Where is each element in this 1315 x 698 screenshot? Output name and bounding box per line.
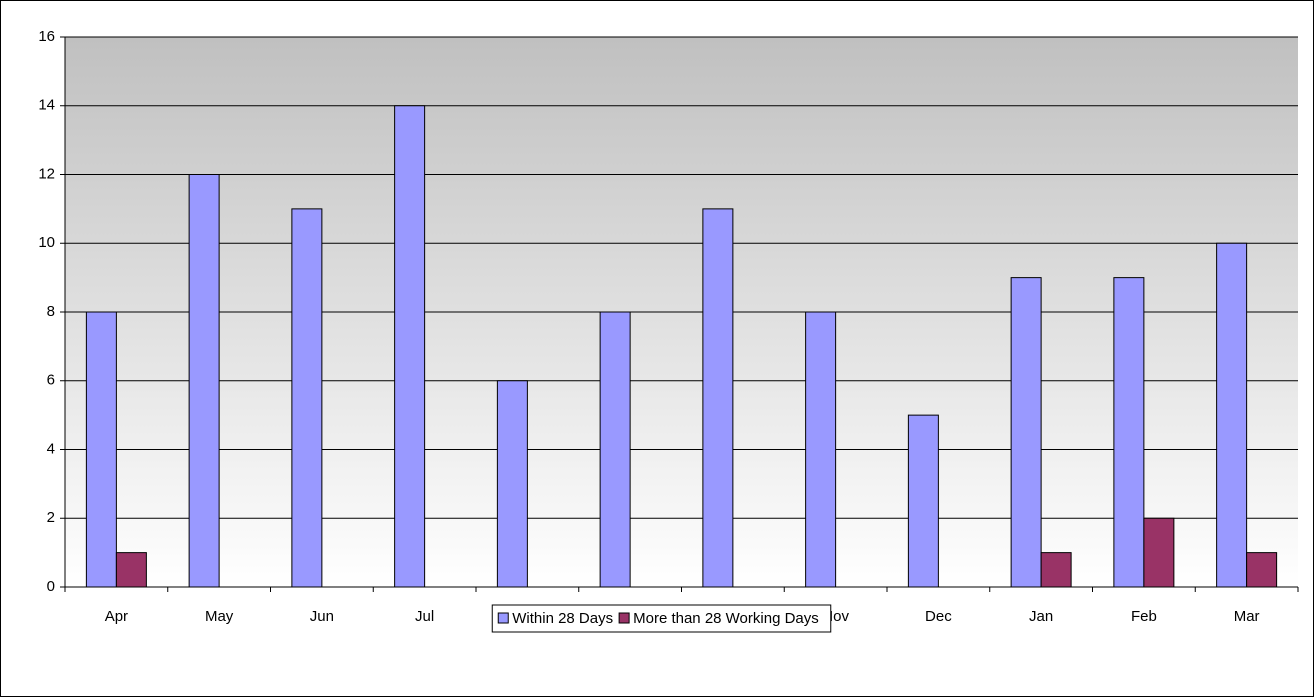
x-tick-label: Feb [1131,608,1157,625]
bar [188,174,220,588]
y-tick-label: 2 [47,509,55,526]
legend-box [491,604,832,633]
x-tick-label: Mar [1234,608,1260,625]
bar [907,414,939,588]
bar [702,208,734,588]
y-tick-label: 6 [47,372,55,389]
x-tick-label: May [205,608,234,625]
bar [394,105,426,588]
y-tick-label: 12 [38,165,55,182]
bar [1143,517,1175,588]
y-tick-label: 10 [38,234,55,251]
bar [115,552,147,588]
x-tick-label: Jul [415,608,434,625]
legend: Within 28 Days More than 28 Working Days [491,604,832,633]
legend-swatch [618,612,630,624]
bar [599,311,631,588]
x-tick-label: Dec [925,608,952,625]
bar [1010,277,1042,588]
bar [1216,242,1248,588]
bar [85,311,117,588]
x-tick-label: Jun [310,608,334,625]
legend-label: Within 28 Days [512,610,613,627]
y-tick-label: 8 [47,303,55,320]
x-tick-label: Jan [1029,608,1053,625]
y-tick-label: 14 [38,97,55,114]
x-tick-label: Apr [105,608,128,625]
legend-swatch [497,612,509,624]
bar [805,311,837,588]
bar [291,208,323,588]
y-tick-label: 0 [47,578,55,595]
legend-label: More than 28 Working Days [633,610,819,627]
bar [1113,277,1145,588]
bar [1040,552,1072,588]
y-tick-label: 4 [47,440,55,457]
bar [496,380,528,588]
y-tick-label: 16 [38,28,55,45]
bar [1246,552,1278,588]
